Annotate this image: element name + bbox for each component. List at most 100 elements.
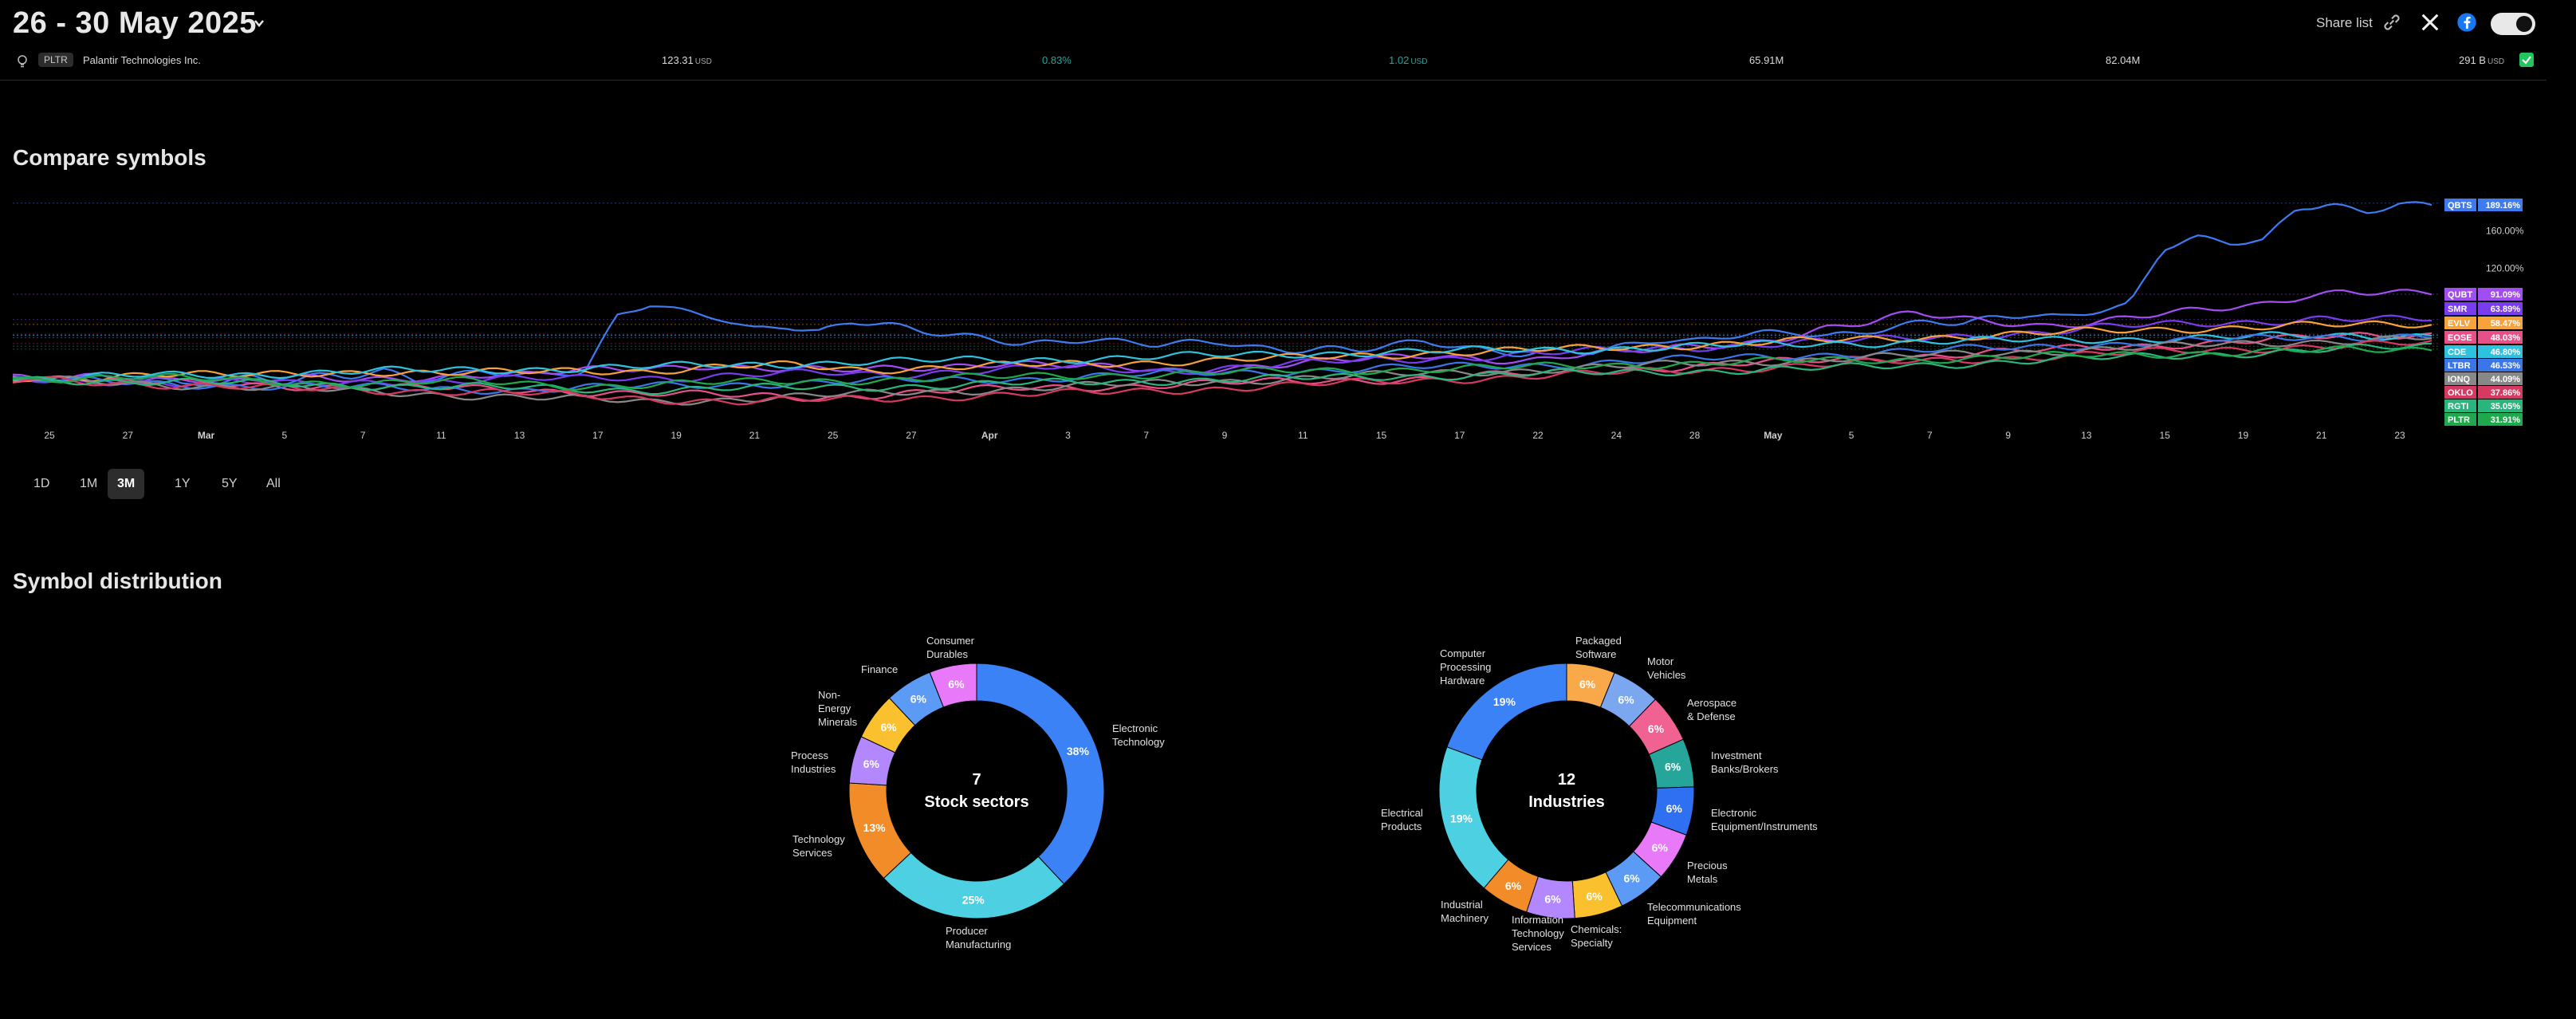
donut-slice-computer-processing-hardware[interactable] — [1446, 663, 1567, 761]
checkbox-icon[interactable] — [2519, 53, 2534, 67]
slice-category-label: Consumer Durables — [926, 635, 975, 660]
slice-percent-label: 19% — [1493, 695, 1516, 708]
slice-category-label: Non-Energy Minerals — [818, 689, 858, 728]
range-button-1y[interactable]: 1Y — [175, 477, 191, 490]
slice-category-label: Electrical Products — [1381, 807, 1423, 832]
series-line-evlv[interactable] — [12, 320, 2432, 383]
series-line-pltr[interactable] — [12, 344, 2432, 391]
slice-percent-label: 25% — [962, 893, 985, 906]
series-tag-evlv: EVLV — [2448, 319, 2471, 329]
x-tick-label: 27 — [123, 430, 134, 441]
donut-center-count: 7 — [972, 771, 981, 789]
donut-slice-electronic-technology[interactable] — [976, 663, 1105, 885]
series-tag-bg — [2444, 345, 2476, 358]
series-line-ionq[interactable] — [12, 335, 2432, 406]
ticker-market-cap: 291 B USD — [2459, 54, 2505, 66]
series-line-qubt[interactable] — [12, 289, 2432, 384]
chevron-down-icon[interactable] — [254, 18, 265, 29]
series-line-oklo[interactable] — [12, 340, 2432, 406]
slice-percent-label: 6% — [863, 757, 880, 770]
series-tag-qubt: QUBT — [2448, 290, 2472, 300]
donut-slice-consumer-durables[interactable] — [929, 663, 977, 708]
series-value-bg — [2478, 386, 2523, 399]
series-last-value-eose: 48.03% — [2491, 333, 2521, 343]
series-tag-bg — [2444, 331, 2476, 344]
x-tick-label: 7 — [1927, 430, 1933, 441]
ticker-price: 123.31 USD — [662, 54, 712, 66]
series-tag-cde: CDE — [2448, 348, 2466, 357]
series-tag-qbts: QBTS — [2448, 201, 2472, 210]
series-value-bg — [2478, 331, 2523, 344]
series-line-eose[interactable] — [12, 332, 2432, 402]
series-tag-bg — [2444, 199, 2476, 211]
x-tick-label: 5 — [1849, 430, 1854, 441]
donut-center-count: 12 — [1558, 771, 1575, 789]
series-last-value-rgti: 35.05% — [2491, 402, 2521, 411]
share-list-label[interactable]: Share list — [2316, 15, 2373, 30]
series-last-value-qbts: 189.16% — [2486, 201, 2521, 210]
series-line-cde[interactable] — [12, 331, 2432, 382]
ticker-row[interactable]: PLTR Palantir Technologies Inc. 123.31 US… — [0, 48, 2547, 81]
compare-line-chart[interactable]: 160.00% 120.00% QBTS 189.16% QUBT 91.09% SMR 63… — [0, 183, 2543, 447]
range-button-all[interactable]: All — [266, 477, 281, 490]
series-last-value-evlv: 58.47% — [2491, 319, 2521, 329]
donut-center-label: Stock sectors — [924, 793, 1028, 811]
series-tag-rgti: RGTI — [2448, 402, 2468, 411]
slice-percent-label: 6% — [1579, 678, 1596, 690]
series-tag-bg — [2444, 399, 2476, 412]
compare-symbols-title: Compare symbols — [13, 145, 206, 170]
series-value-bg — [2478, 199, 2523, 211]
sectors-donut-chart[interactable]: 38% Electronic Technology 25% Producer Manufa… — [765, 622, 1212, 965]
series-value-bg — [2478, 359, 2523, 372]
series-value-bg — [2478, 372, 2523, 385]
x-tick-label: 11 — [1298, 430, 1308, 441]
slice-percent-label: 38% — [1067, 745, 1090, 757]
series-tag-eose: EOSE — [2448, 333, 2472, 343]
slice-category-label: Technology Services — [792, 833, 845, 859]
range-button-3m[interactable]: 3M — [108, 469, 145, 499]
x-tick-label: May — [1764, 430, 1783, 441]
series-value-bg — [2478, 288, 2523, 301]
x-tick-label: 19 — [2238, 430, 2249, 441]
theme-toggle[interactable] — [2491, 13, 2535, 35]
slice-percent-label: 6% — [1648, 722, 1665, 735]
slice-percent-label: 19% — [1450, 812, 1473, 825]
x-tick-label: 21 — [2316, 430, 2327, 441]
series-last-value-ltbr: 46.53% — [2491, 361, 2521, 371]
slice-category-label: Industrial Machinery — [1441, 899, 1489, 924]
facebook-icon[interactable] — [2456, 11, 2478, 33]
x-tick-label: 27 — [906, 430, 917, 441]
series-tag-bg — [2444, 372, 2476, 385]
x-tick-label: 9 — [1222, 430, 1228, 441]
series-tag-bg — [2444, 386, 2476, 399]
x-tick-label: 11 — [436, 430, 446, 441]
range-button-1d[interactable]: 1D — [33, 477, 50, 490]
donut-slice-producer-manufacturing[interactable] — [883, 852, 1065, 919]
industries-donut-chart[interactable]: 6% Packaged Software 6% Motor Vehicles 6% Aeros… — [1355, 622, 1866, 965]
x-tick-label: 21 — [749, 430, 761, 441]
range-button-5y[interactable]: 5Y — [222, 477, 238, 490]
series-tag-bg — [2444, 302, 2476, 315]
ticker-avg-volume: 82.04M — [2106, 54, 2141, 66]
series-tag-bg — [2444, 288, 2476, 301]
slice-percent-label: 6% — [1587, 890, 1603, 903]
slice-category-label: Chemicals: Specialty — [1571, 923, 1622, 949]
x-tick-label: 15 — [2160, 430, 2171, 441]
series-value-bg — [2478, 399, 2523, 412]
x-tick-label: 28 — [1689, 430, 1701, 441]
series-value-bg — [2478, 345, 2523, 358]
range-button-1m[interactable]: 1M — [80, 477, 98, 490]
slice-percent-label: 6% — [1624, 871, 1641, 884]
page-title[interactable]: 26 - 30 May 2025 — [13, 6, 257, 40]
series-last-value-qubt: 91.09% — [2491, 290, 2521, 300]
x-tick-label: Apr — [981, 430, 998, 441]
x-tick-label: 25 — [828, 430, 839, 441]
x-twitter-icon[interactable] — [2419, 11, 2441, 33]
link-icon[interactable] — [2381, 11, 2403, 33]
slice-category-label: Process Industries — [791, 749, 836, 775]
slice-percent-label: 6% — [1665, 761, 1681, 773]
x-tick-label: 7 — [360, 430, 366, 441]
x-tick-label: 17 — [1454, 430, 1465, 441]
series-line-rgti[interactable] — [12, 342, 2432, 395]
series-tag-smr: SMR — [2448, 305, 2468, 314]
